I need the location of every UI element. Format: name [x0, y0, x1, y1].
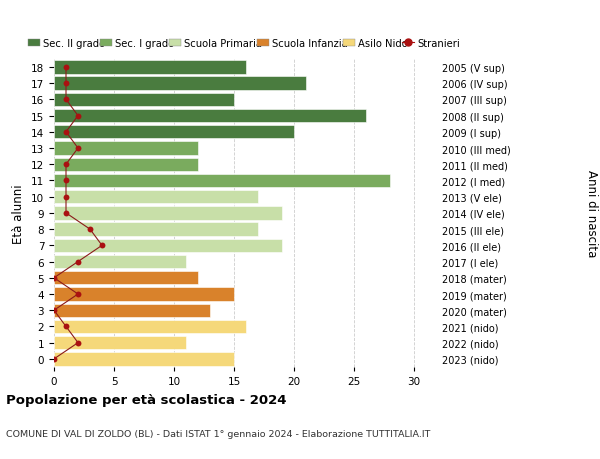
Point	[73, 112, 83, 120]
Bar	[54, 158, 198, 172]
Bar	[54, 142, 198, 155]
Bar	[54, 304, 210, 317]
Bar	[54, 353, 234, 366]
Point	[73, 339, 83, 347]
Bar	[54, 288, 234, 301]
Point	[49, 355, 59, 363]
Bar	[54, 336, 186, 350]
Bar	[54, 272, 198, 285]
Y-axis label: Età alunni: Età alunni	[13, 184, 25, 243]
Point	[61, 64, 71, 72]
Point	[73, 291, 83, 298]
Point	[61, 323, 71, 330]
Point	[61, 161, 71, 168]
Point	[61, 129, 71, 136]
Bar	[54, 190, 258, 204]
Bar	[54, 77, 306, 90]
Text: Popolazione per età scolastica - 2024: Popolazione per età scolastica - 2024	[6, 393, 287, 406]
Bar	[54, 239, 282, 252]
Point	[73, 145, 83, 152]
Bar	[54, 126, 294, 139]
Point	[49, 307, 59, 314]
Bar	[54, 207, 282, 220]
Point	[61, 80, 71, 88]
Point	[61, 96, 71, 104]
Point	[85, 226, 95, 233]
Point	[97, 242, 107, 250]
Bar	[54, 94, 234, 107]
Bar	[54, 320, 246, 333]
Point	[61, 210, 71, 217]
Point	[61, 177, 71, 185]
Point	[49, 274, 59, 282]
Bar	[54, 61, 246, 74]
Bar	[54, 255, 186, 269]
Point	[73, 258, 83, 266]
Text: COMUNE DI VAL DI ZOLDO (BL) - Dati ISTAT 1° gennaio 2024 - Elaborazione TUTTITAL: COMUNE DI VAL DI ZOLDO (BL) - Dati ISTAT…	[6, 429, 430, 438]
Bar	[54, 174, 390, 188]
Point	[61, 194, 71, 201]
Bar	[54, 110, 366, 123]
Bar	[54, 223, 258, 236]
Text: Anni di nascita: Anni di nascita	[584, 170, 598, 257]
Legend: Sec. II grado, Sec. I grado, Scuola Primaria, Scuola Infanzia, Asilo Nido, Stran: Sec. II grado, Sec. I grado, Scuola Prim…	[28, 39, 460, 49]
